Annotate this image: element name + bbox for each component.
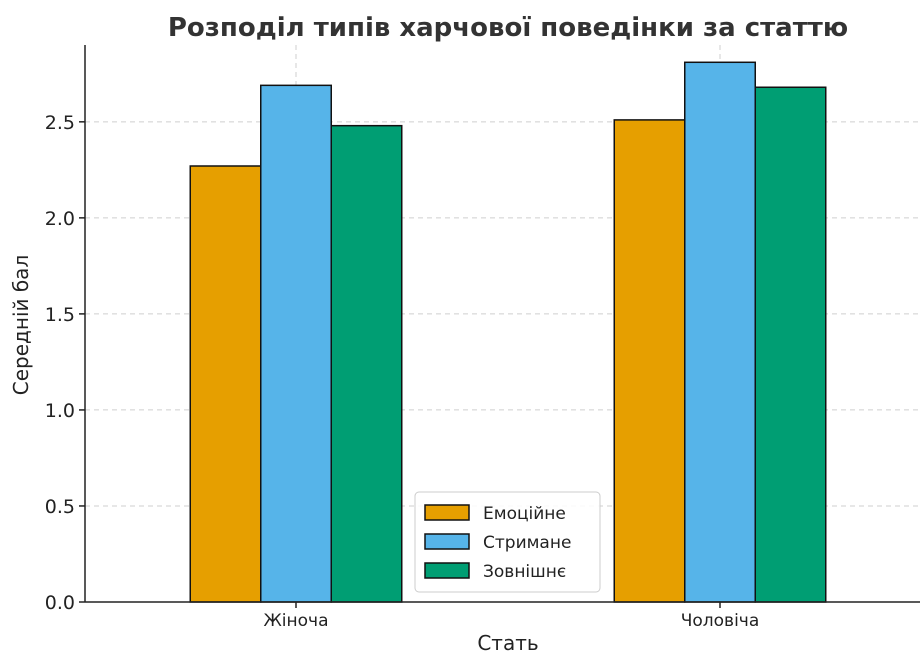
bar-1-2 <box>613 119 686 603</box>
legend: Емоційне Стримане Зовнішнє <box>414 491 601 593</box>
y-tick-label: 1.0 <box>45 400 75 422</box>
bar-3-2 <box>754 86 827 603</box>
legend-label: Стримане <box>483 533 571 553</box>
legend-label: Зовнішнє <box>483 562 566 582</box>
bar-2-1 <box>260 84 332 603</box>
y-tick-label: 2.0 <box>45 208 75 230</box>
legend-swatch <box>424 504 470 521</box>
x-axis-label: Стать <box>477 631 538 655</box>
y-tick-label: 1.5 <box>45 304 75 326</box>
chart-title: Розподіл типів харчової поведінки за ста… <box>168 13 848 43</box>
y-axis-label: Середній бал <box>9 255 33 395</box>
ticks-layer: 0.0 0.5 1.0 1.5 2.0 2.5 Жіноча Чоловіча <box>45 112 759 631</box>
y-tick-label: 2.5 <box>45 112 75 134</box>
y-tick-label: 0.5 <box>45 496 75 518</box>
bar-1-1 <box>189 165 262 603</box>
x-tick-label: Жіноча <box>263 611 328 631</box>
bar-3-1 <box>330 124 403 603</box>
legend-label: Емоційне <box>483 504 566 524</box>
y-tick-label: 0.0 <box>45 592 75 614</box>
axes-layer <box>84 45 920 603</box>
bar-2-2 <box>684 61 756 603</box>
legend-swatch <box>424 562 470 579</box>
x-tick-label: Чоловіча <box>681 611 760 631</box>
legend-swatch <box>424 533 470 550</box>
